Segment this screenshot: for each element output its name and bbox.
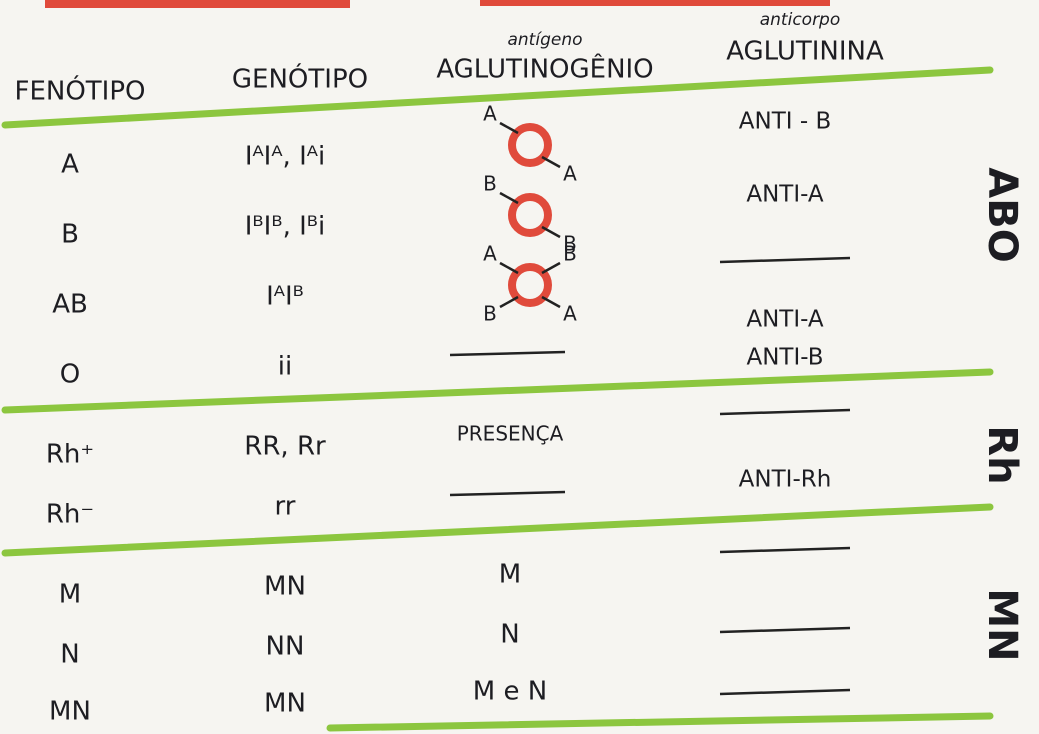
antigen-label: A — [563, 302, 577, 326]
divider — [1, 503, 994, 557]
genotype: MN — [264, 689, 306, 719]
antigen-stick — [541, 155, 561, 169]
genotype: IᴬIᴮ — [266, 282, 304, 312]
divider — [1, 66, 994, 129]
genotype: IᴬIᴬ, Iᴬi — [245, 142, 325, 172]
antigen-label: A — [563, 162, 577, 186]
antigen-stick — [541, 225, 561, 239]
dash — [719, 688, 851, 696]
genotype: ii — [278, 352, 292, 382]
phenotype: AB — [52, 290, 88, 320]
dash — [719, 256, 851, 264]
antibody: ANTI-Rh — [739, 467, 832, 493]
antigen-stick — [541, 261, 561, 275]
antibody: ANTI-A — [746, 182, 824, 208]
header-antigen: AGLUTINOGÊNIO — [436, 53, 653, 85]
dash — [449, 490, 566, 497]
dash — [719, 626, 851, 634]
genotype: MN — [264, 572, 306, 602]
antigen: PRESENÇA — [457, 422, 564, 446]
genotype: rr — [275, 492, 296, 522]
divider — [326, 712, 994, 732]
header-phenotype: FENÓTIPO — [15, 75, 146, 107]
phenotype: M — [59, 580, 81, 610]
group-label: ABO — [979, 167, 1025, 262]
antibody: ANTI-A — [746, 307, 824, 333]
antigen-circle — [508, 263, 552, 307]
antigen-stick — [541, 295, 561, 309]
antibody: ANTI - B — [739, 109, 831, 135]
antigen-label: B — [563, 242, 577, 266]
antigen-label: B — [563, 232, 577, 256]
genotype: NN — [266, 632, 305, 662]
antigen-stick — [499, 191, 519, 205]
antigen-label: A — [483, 242, 497, 266]
antigen-stick — [499, 295, 519, 309]
divider — [1, 368, 994, 414]
phenotype: Rh⁺ — [46, 440, 94, 470]
phenotype: N — [60, 640, 79, 670]
antigen-stick — [499, 121, 519, 135]
group-label: Rh — [979, 425, 1025, 484]
antigen-label: B — [483, 172, 497, 196]
phenotype: O — [60, 360, 80, 390]
antigen: M — [499, 560, 521, 590]
dash — [449, 350, 566, 357]
antigen-label: B — [483, 302, 497, 326]
antigen-stick — [499, 261, 519, 275]
antibody: ANTI-B — [746, 345, 823, 371]
header-note: anticorpo — [760, 10, 841, 30]
antigen: N — [500, 620, 519, 650]
dash — [719, 408, 851, 416]
antigen-label: A — [483, 102, 497, 126]
antigen: M e N — [473, 677, 547, 707]
header-antibody: AGLUTININA — [726, 37, 884, 67]
dash — [719, 546, 851, 554]
genotype: RR, Rr — [244, 432, 326, 462]
phenotype: MN — [49, 697, 91, 727]
antigen-circle — [508, 123, 552, 167]
group-label: MN — [979, 588, 1025, 661]
genotype: IᴮIᴮ, Iᴮi — [245, 212, 325, 242]
header-genotype: GENÓTIPO — [232, 63, 368, 95]
header-note: antígeno — [507, 30, 582, 50]
phenotype: A — [61, 150, 79, 180]
antigen-circle — [508, 193, 552, 237]
phenotype: Rh⁻ — [46, 500, 94, 530]
phenotype: B — [61, 220, 79, 250]
